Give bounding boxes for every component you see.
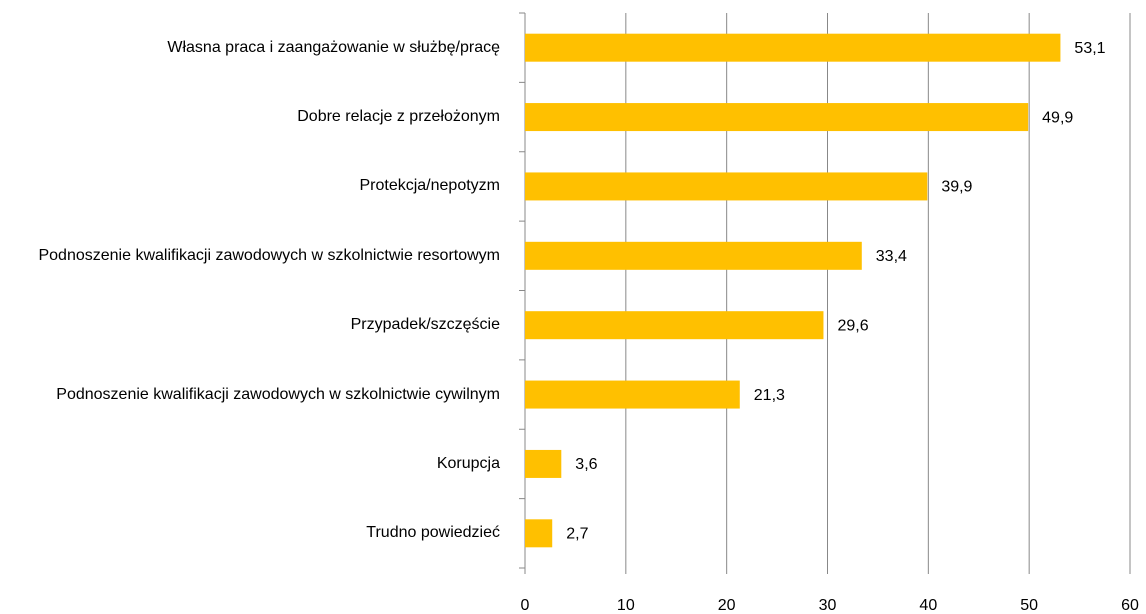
x-tick-label: 0 bbox=[521, 597, 530, 614]
bar bbox=[525, 103, 1029, 132]
category-label: Własna praca i zaangażowanie w służbę/pr… bbox=[167, 38, 500, 56]
x-tick-label: 20 bbox=[718, 597, 736, 614]
bar bbox=[525, 449, 562, 478]
category-label: Dobre relacje z przełożonym bbox=[297, 108, 500, 126]
value-label: 53,1 bbox=[1074, 40, 1105, 57]
bar bbox=[525, 172, 928, 201]
category-label: Trudno powiedzieć bbox=[366, 524, 500, 542]
x-tick-label: 30 bbox=[819, 597, 837, 614]
x-tick-label: 60 bbox=[1121, 597, 1139, 614]
bar bbox=[525, 519, 553, 548]
category-label: Podnoszenie kwalifikacji zawodowych w sz… bbox=[56, 385, 500, 403]
category-label: Przypadek/szczęście bbox=[350, 316, 500, 334]
value-label: 39,9 bbox=[941, 179, 972, 196]
value-label: 49,9 bbox=[1042, 109, 1073, 126]
value-label: 3,6 bbox=[575, 456, 597, 473]
value-label: 21,3 bbox=[754, 387, 785, 404]
category-label: Podnoszenie kwalifikacji zawodowych w sz… bbox=[38, 246, 500, 264]
value-label: 33,4 bbox=[876, 248, 907, 265]
bar bbox=[525, 311, 824, 340]
x-tick-label: 10 bbox=[617, 597, 635, 614]
bar bbox=[525, 241, 862, 270]
value-label: 2,7 bbox=[566, 526, 588, 543]
category-label: Korupcja bbox=[436, 454, 500, 472]
bar bbox=[525, 380, 740, 409]
value-label: 29,6 bbox=[837, 317, 868, 334]
x-tick-label: 50 bbox=[1020, 597, 1038, 614]
x-tick-label: 40 bbox=[919, 597, 937, 614]
bar bbox=[525, 33, 1061, 62]
category-label: Protekcja/nepotyzm bbox=[359, 177, 500, 195]
